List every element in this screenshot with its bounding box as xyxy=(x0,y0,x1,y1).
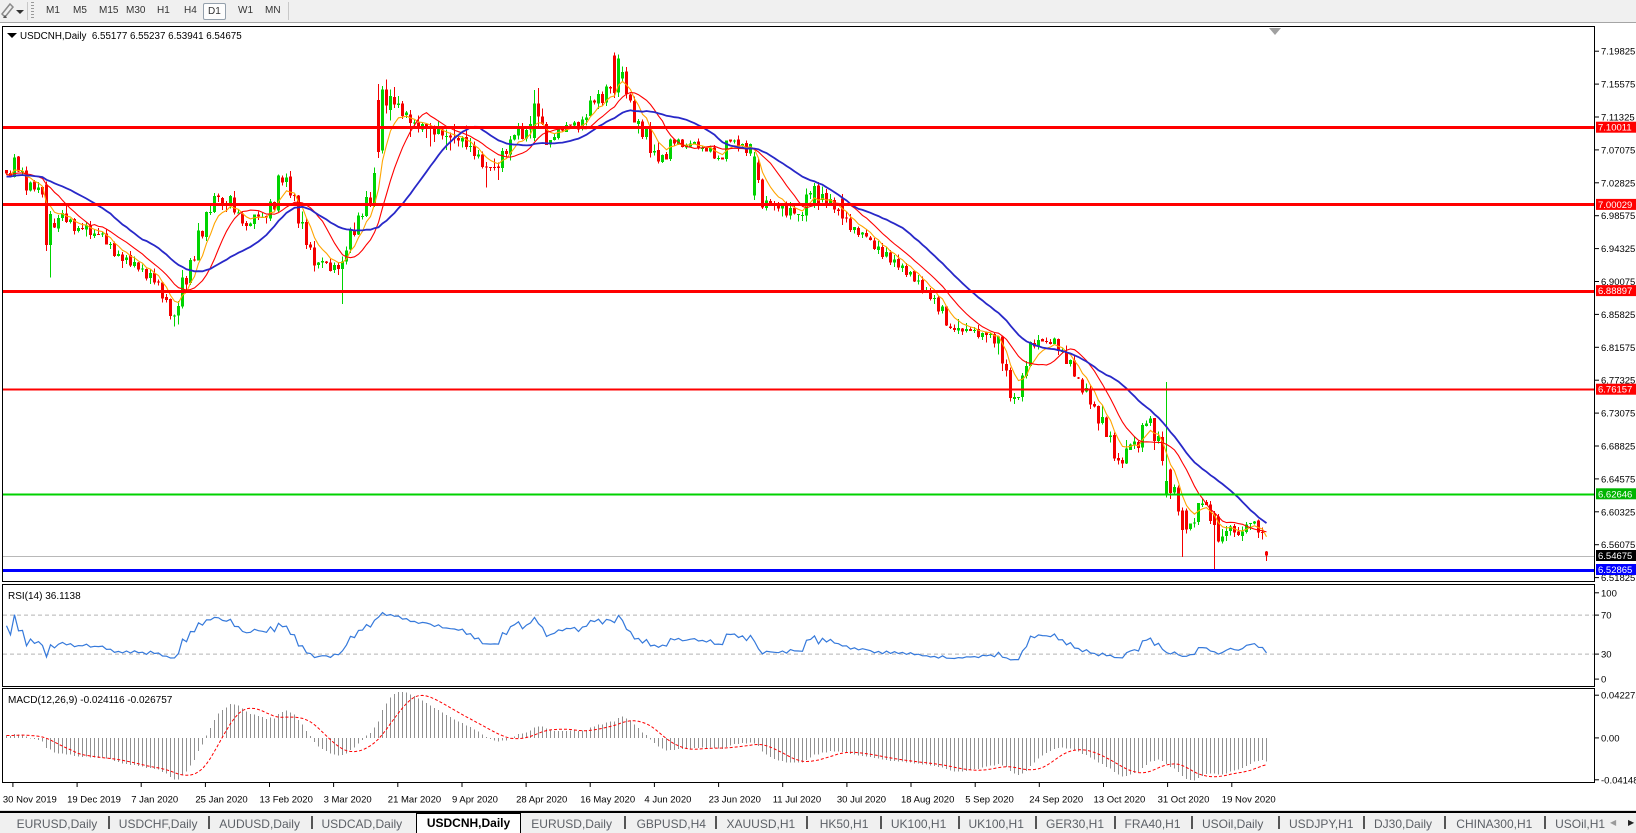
svg-text:6.60325: 6.60325 xyxy=(1601,507,1635,518)
svg-text:13 Feb 2020: 13 Feb 2020 xyxy=(260,795,313,806)
svg-text:7.02825: 7.02825 xyxy=(1601,178,1635,189)
svg-text:3 Mar 2020: 3 Mar 2020 xyxy=(324,795,372,806)
svg-text:21 Mar 2020: 21 Mar 2020 xyxy=(388,795,441,806)
svg-text:30: 30 xyxy=(1601,650,1612,661)
svg-text:30 Jul 2020: 30 Jul 2020 xyxy=(837,795,886,806)
svg-text:6.88897: 6.88897 xyxy=(1598,286,1632,297)
svg-text:6.81575: 6.81575 xyxy=(1601,343,1635,354)
svg-text:7.15575: 7.15575 xyxy=(1601,80,1635,91)
svg-text:7 Jan 2020: 7 Jan 2020 xyxy=(131,795,178,806)
svg-text:18 Aug 2020: 18 Aug 2020 xyxy=(901,795,954,806)
svg-text:4 Jun 2020: 4 Jun 2020 xyxy=(644,795,691,806)
svg-text:6.76157: 6.76157 xyxy=(1598,385,1632,396)
svg-text:6.85825: 6.85825 xyxy=(1601,310,1635,321)
svg-text:100: 100 xyxy=(1601,588,1617,599)
svg-text:6.54675: 6.54675 xyxy=(1598,551,1632,562)
svg-text:MACD(12,26,9) -0.024116 -0.026: MACD(12,26,9) -0.024116 -0.026757 xyxy=(8,695,173,706)
svg-text:70: 70 xyxy=(1601,611,1612,622)
svg-text:6.90075: 6.90075 xyxy=(1601,277,1635,288)
svg-text:16 May 2020: 16 May 2020 xyxy=(580,795,635,806)
svg-text:11 Jul 2020: 11 Jul 2020 xyxy=(773,795,821,806)
svg-text:6.51825: 6.51825 xyxy=(1601,573,1635,584)
svg-text:0.00: 0.00 xyxy=(1601,733,1620,744)
svg-text:30 Nov 2019: 30 Nov 2019 xyxy=(3,795,57,806)
svg-text:23 Jun 2020: 23 Jun 2020 xyxy=(709,795,761,806)
svg-text:7.10011: 7.10011 xyxy=(1598,123,1632,134)
svg-text:19 Nov 2020: 19 Nov 2020 xyxy=(1222,795,1276,806)
svg-text:6.56075: 6.56075 xyxy=(1601,540,1635,551)
svg-text:6.94325: 6.94325 xyxy=(1601,244,1635,255)
svg-text:6.73075: 6.73075 xyxy=(1601,409,1635,420)
svg-text:31 Oct 2020: 31 Oct 2020 xyxy=(1158,795,1210,806)
svg-text:6.98575: 6.98575 xyxy=(1601,211,1635,222)
svg-text:5 Sep 2020: 5 Sep 2020 xyxy=(965,795,1014,806)
svg-text:RSI(14) 36.1138: RSI(14) 36.1138 xyxy=(8,591,81,602)
svg-text:USDCNH,Daily 6.55177 6.55237: USDCNH,Daily 6.55177 6.55237 6.53941 6.5… xyxy=(20,31,242,42)
svg-text:6.68825: 6.68825 xyxy=(1601,442,1635,453)
svg-text:7.11325: 7.11325 xyxy=(1601,113,1635,124)
svg-text:0: 0 xyxy=(1601,675,1606,686)
svg-text:6.62646: 6.62646 xyxy=(1598,489,1632,500)
svg-text:6.52865: 6.52865 xyxy=(1598,565,1632,576)
svg-text:-0.04148: -0.04148 xyxy=(1601,775,1636,786)
svg-text:7.19825: 7.19825 xyxy=(1601,47,1635,58)
svg-text:28 Apr 2020: 28 Apr 2020 xyxy=(516,795,567,806)
svg-text:13 Oct 2020: 13 Oct 2020 xyxy=(1094,795,1146,806)
svg-text:7.07075: 7.07075 xyxy=(1601,145,1635,156)
svg-text:6.64575: 6.64575 xyxy=(1601,474,1635,485)
svg-text:24 Sep 2020: 24 Sep 2020 xyxy=(1029,795,1083,806)
svg-text:25 Jan 2020: 25 Jan 2020 xyxy=(195,795,247,806)
svg-text:6.77325: 6.77325 xyxy=(1601,376,1635,387)
svg-text:9 Apr 2020: 9 Apr 2020 xyxy=(452,795,498,806)
svg-text:19 Dec 2019: 19 Dec 2019 xyxy=(67,795,121,806)
svg-text:7.00029: 7.00029 xyxy=(1598,200,1632,211)
svg-text:0.042275: 0.042275 xyxy=(1601,691,1636,702)
